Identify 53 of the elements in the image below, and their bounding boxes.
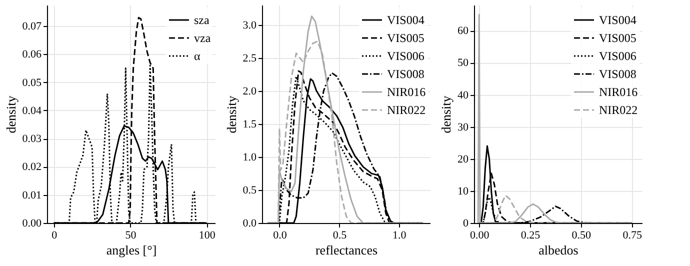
y-tick-label: 30 — [458, 121, 469, 134]
y-tick-label: 1.0 — [242, 151, 257, 164]
legend-label: vza — [194, 31, 212, 45]
y-tick-label: 1.5 — [242, 118, 257, 130]
legend-label: VIS008 — [387, 67, 424, 81]
legend-label: VIS005 — [599, 31, 636, 45]
y-tick-label: 2.5 — [242, 52, 257, 64]
y-tick-label: 0.0 — [242, 218, 257, 230]
legend-label: sza — [194, 13, 210, 27]
y-tick-label: 50 — [458, 57, 469, 70]
y-tick-label: 60 — [458, 25, 469, 38]
y-axis-title: density — [438, 95, 454, 134]
y-tick-label: 0.06 — [22, 48, 42, 61]
legend-label: NIR016 — [387, 85, 426, 99]
y-tick-label: 20 — [458, 153, 469, 166]
legend-label: NIR016 — [599, 85, 638, 99]
x-tick-label: 0.5 — [332, 230, 348, 242]
y-tick-label: 0.04 — [22, 104, 42, 117]
x-tick-label: 50 — [125, 230, 137, 242]
x-tick-label: 0.25 — [520, 230, 541, 242]
legend-label: VIS005 — [387, 31, 424, 45]
y-tick-label: 0.05 — [22, 76, 42, 89]
legend-label: VIS006 — [387, 49, 424, 63]
x-tick-label: 0.75 — [622, 230, 642, 242]
x-axis-title: reflectances — [315, 242, 378, 258]
y-tick-label: 0.01 — [22, 189, 42, 202]
y-tick-label: 2.0 — [242, 85, 257, 98]
legend-label: VIS008 — [599, 67, 636, 81]
x-tick-label: 100 — [198, 230, 216, 242]
y-axis-title: density — [224, 95, 239, 134]
y-tick-label: 0.5 — [242, 184, 257, 196]
x-tick-label: 0.00 — [470, 230, 490, 242]
y-tick-label: 0.02 — [22, 161, 42, 174]
legend-label: VIS006 — [599, 49, 636, 63]
legend-label: NIR022 — [387, 103, 426, 117]
y-tick-label: 0.03 — [22, 133, 42, 146]
legend-label: VIS004 — [599, 13, 636, 27]
legend-label: NIR022 — [599, 103, 638, 117]
x-tick-label: 0.50 — [572, 230, 592, 242]
x-tick-label: 0 — [52, 230, 58, 242]
y-tick-label: 10 — [458, 185, 469, 198]
y-axis-title: density — [3, 95, 18, 134]
x-axis-title: angles [°] — [106, 242, 157, 258]
legend-label: VIS004 — [387, 13, 424, 27]
x-tick-label: 1.0 — [392, 230, 407, 242]
legend-label: α — [194, 49, 201, 63]
x-tick-label: 0.0 — [273, 230, 288, 242]
y-tick-label: 3.0 — [242, 19, 257, 32]
y-tick-label: 0.00 — [22, 218, 42, 230]
y-tick-label: 0 — [463, 218, 469, 230]
y-tick-label: 0.07 — [22, 20, 42, 33]
x-axis-title: albedos — [538, 242, 578, 258]
y-tick-label: 40 — [458, 89, 469, 102]
